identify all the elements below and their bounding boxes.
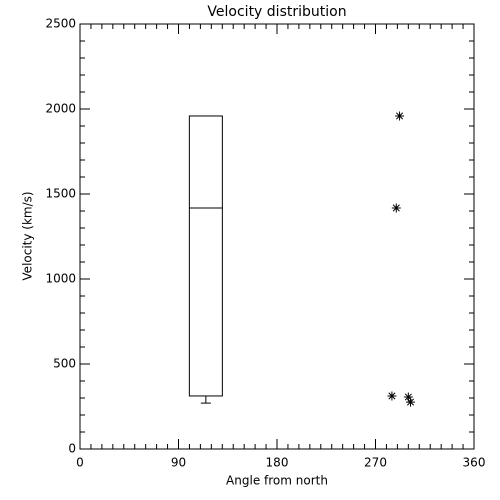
y-tick-label: 1000 bbox=[45, 272, 76, 286]
y-tick-label: 2500 bbox=[45, 17, 76, 31]
y-tick-label: 1500 bbox=[45, 187, 76, 201]
x-tick-label: 0 bbox=[76, 456, 84, 470]
x-tick-label: 90 bbox=[171, 456, 186, 470]
asterisk-point bbox=[406, 397, 416, 407]
y-tick-label: 0 bbox=[68, 442, 76, 456]
x-axis-label: Angle from north bbox=[226, 474, 328, 488]
x-tick-label: 270 bbox=[364, 456, 387, 470]
box bbox=[188, 115, 223, 397]
x-tick-label: 180 bbox=[266, 456, 289, 470]
asterisk-point bbox=[387, 391, 397, 401]
y-tick-label: 500 bbox=[53, 357, 76, 371]
plot-frame bbox=[79, 23, 475, 450]
asterisk-point bbox=[403, 392, 413, 402]
asterisk-point bbox=[395, 111, 405, 121]
chart-title: Velocity distribution bbox=[207, 4, 346, 20]
y-tick-label: 2000 bbox=[45, 102, 76, 116]
x-tick-label: 360 bbox=[463, 456, 486, 470]
y-axis-label: Velocity (km/s) bbox=[21, 191, 35, 280]
asterisk-point bbox=[391, 203, 401, 213]
